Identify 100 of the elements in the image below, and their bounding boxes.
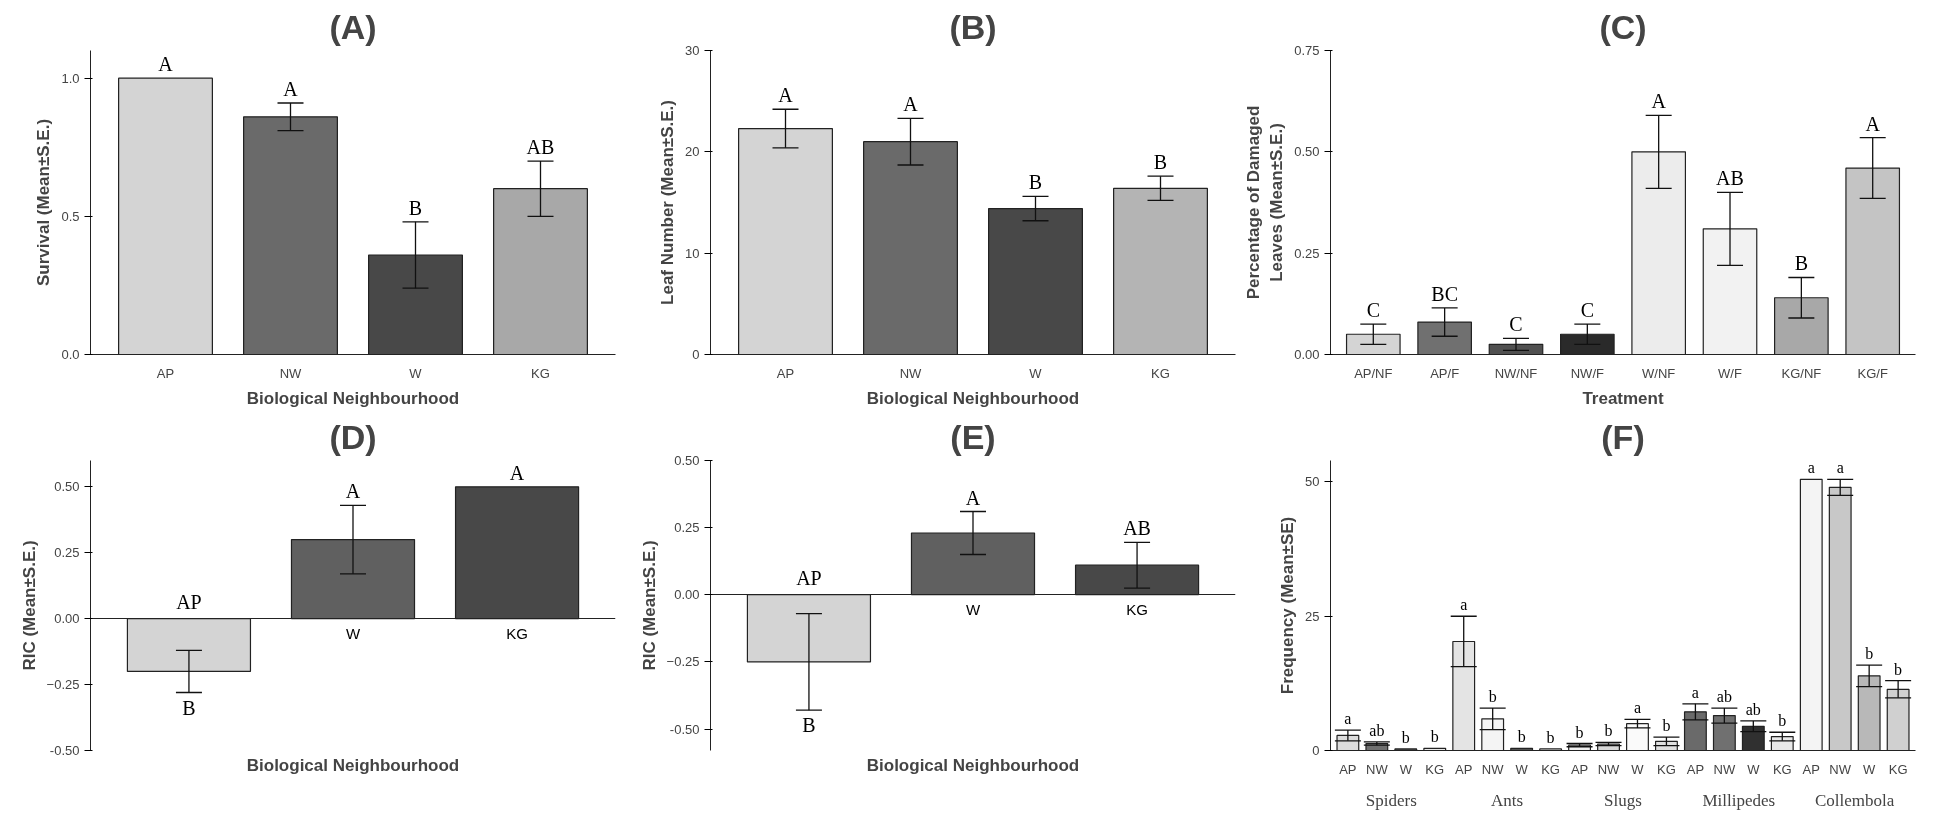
data-label: b (1546, 728, 1555, 746)
data-label: A (158, 53, 174, 76)
x-tick-label: W (1515, 761, 1529, 777)
y-tick-label: -0.50 (49, 743, 80, 758)
x-tick-label: KG (1425, 761, 1445, 777)
data-label: B (408, 196, 423, 219)
data-label: B (1794, 252, 1809, 275)
data-label: ab (1716, 688, 1732, 706)
data-label: a (1460, 596, 1468, 614)
x-tick-label: NW (1597, 761, 1621, 777)
y-tick-label: −0.25 (46, 677, 80, 693)
data-label: b (1517, 728, 1526, 746)
data-label: b (1662, 717, 1671, 735)
y-axis-title: Survival (Mean±S.E.) (34, 118, 54, 287)
x-tick-label: NW (279, 365, 303, 381)
text: Collembola (1815, 790, 1895, 810)
text: Ants (1491, 790, 1524, 810)
chart-title: (F) (1601, 417, 1645, 456)
data-label: A (903, 93, 919, 116)
y-tick-label: 0 (692, 347, 700, 362)
data-label: A (509, 461, 525, 484)
data-label: b (1430, 728, 1439, 746)
x-tick-label: NW (1713, 761, 1736, 777)
y-tick-label: 0.50 (54, 479, 80, 495)
x-tick-label: AP (776, 365, 795, 381)
y-axis-title: RIC (Mean±S.E.) (639, 540, 659, 671)
data-label: a (1836, 459, 1844, 477)
x-tick-label: W (1029, 365, 1043, 381)
y-tick-label: 0.25 (54, 545, 80, 561)
x-tick-label: KG (506, 624, 528, 642)
x-axis-title: Biological Neighbourhood (866, 388, 1080, 408)
data-label: b (1865, 645, 1874, 663)
data-label: b (1488, 688, 1497, 706)
y-tick-label: 0.25 (1294, 245, 1320, 261)
data-label: b (1401, 728, 1410, 746)
x-tick-label: KG (531, 365, 550, 381)
y-tick-label: 0.00 (674, 587, 700, 603)
x-tick-label: W (1863, 761, 1877, 777)
x-tick-label: AP/F (1430, 365, 1460, 381)
x-tick-label: W (1747, 761, 1761, 777)
x-tick-label: KG/F (1857, 365, 1888, 381)
x-tick-label: NW (899, 365, 923, 381)
data-label: BC (1431, 282, 1458, 305)
x-tick-label: AP (796, 566, 822, 589)
x-tick-label: W (409, 365, 423, 381)
chart-title: (C) (1599, 7, 1647, 46)
x-tick-label: KG (1657, 761, 1676, 777)
chart-title: (E) (950, 417, 996, 456)
data-label: ab (1369, 721, 1385, 739)
x-tick-label: KG (1541, 761, 1560, 777)
data-label: a (1807, 459, 1815, 477)
data-label: AB (526, 136, 555, 159)
text: Spiders (1365, 790, 1417, 810)
y-tick-label: 25 (1305, 608, 1320, 624)
x-axis-title: Biological Neighbourhood (246, 388, 460, 408)
text: Slugs (1604, 790, 1642, 810)
x-axis-title: Biological Neighbourhood (246, 755, 460, 775)
y-tick-label: 0.50 (674, 453, 700, 468)
x-tick-label: NW/F (1570, 365, 1604, 381)
x-tick-label: AP (1686, 761, 1705, 777)
y-tick-label: 0.00 (1294, 347, 1320, 362)
data-label: C (1366, 299, 1380, 322)
x-tick-label: W/NF (1642, 365, 1676, 381)
x-tick-label: AP (156, 365, 175, 381)
x-tick-label: AP (1455, 761, 1473, 777)
y-axis-title: Percentage of Damaged Leaves (Mean±S.E.) (1244, 105, 1287, 300)
x-axis-title: Biological Neighbourhood (866, 755, 1080, 775)
y-tick-label: 0.50 (1294, 144, 1320, 160)
x-tick-label: NW (1829, 761, 1852, 777)
y-tick-label: -0.50 (669, 721, 700, 737)
data-label: a (1691, 683, 1699, 701)
y-tick-label: 50 (1305, 474, 1320, 490)
x-tick-label: AP (176, 590, 202, 613)
data-label: B (1153, 151, 1168, 174)
data-label: B (1028, 171, 1043, 194)
x-tick-label: KG (1151, 365, 1170, 381)
text: Millipedes (1702, 790, 1776, 810)
y-axis-title: Leaf Number (Mean±S.E.) (658, 100, 678, 305)
x-tick-label: AP/NF (1354, 365, 1393, 381)
y-tick-label: 0.0 (61, 347, 80, 362)
data-label: A (283, 78, 299, 101)
data-label: b (1604, 722, 1613, 740)
y-tick-label: 0.00 (54, 611, 80, 627)
data-label: AB (1716, 167, 1744, 190)
data-label: B (802, 714, 816, 737)
x-tick-label: NW (1481, 761, 1505, 777)
data-label: B (182, 696, 196, 719)
data-label: AB (1123, 517, 1151, 540)
x-axis-title: Treatment (1582, 388, 1664, 408)
x-tick-label: KG/NF (1781, 365, 1822, 381)
y-tick-label: 0.75 (1294, 43, 1320, 58)
data-label: a (1633, 699, 1642, 717)
x-tick-label: AP (1339, 761, 1357, 777)
data-label: a (1344, 710, 1352, 728)
data-label: b (1575, 723, 1584, 741)
data-label: C (1509, 313, 1523, 336)
data-label: ab (1745, 700, 1761, 718)
x-tick-label: NW (1366, 761, 1389, 777)
data-label: A (345, 480, 361, 503)
y-axis-title: Frequency (Mean±SE) (1278, 516, 1298, 695)
